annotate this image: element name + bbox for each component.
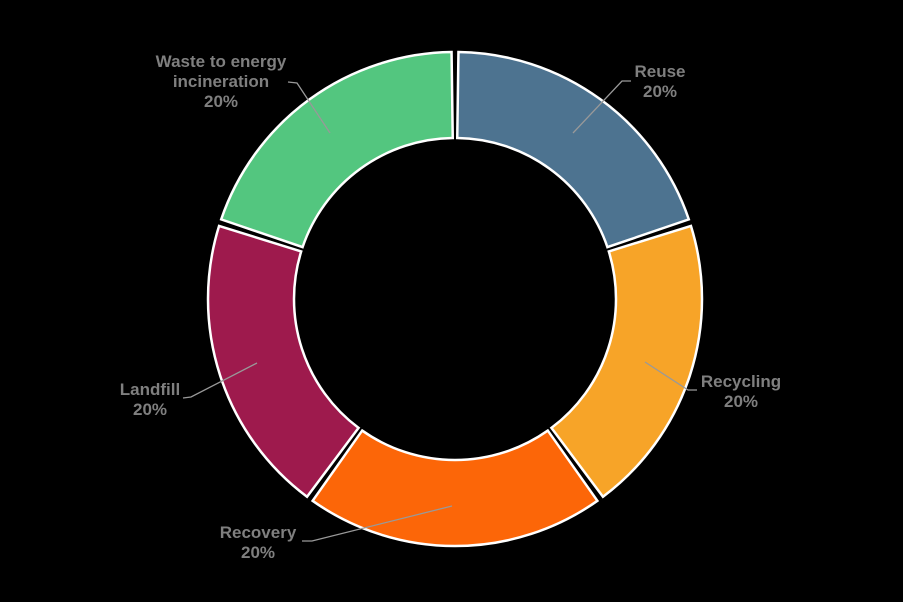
slice-recovery[interactable] xyxy=(310,428,600,548)
slice-recycling[interactable] xyxy=(549,224,704,499)
label-landfill: Landfill 20% xyxy=(120,380,180,419)
leader-line-waste-to-energy-incineration xyxy=(287,81,331,134)
slice-reuse[interactable] xyxy=(455,50,691,249)
leader-line-reuse xyxy=(572,80,631,134)
label-recycling: Recycling 20% xyxy=(701,372,781,411)
slice-landfill[interactable] xyxy=(206,224,361,499)
leader-line-recovery xyxy=(302,505,453,542)
leader-line-recycling xyxy=(644,361,697,391)
label-recovery: Recovery 20% xyxy=(220,523,297,562)
leader-line-landfill xyxy=(182,362,258,399)
label-waste-to-energy-incineration: Waste to energy incineration 20% xyxy=(156,52,287,111)
label-reuse: Reuse 20% xyxy=(634,62,685,101)
slice-waste-to-energy-incineration[interactable] xyxy=(219,50,455,249)
